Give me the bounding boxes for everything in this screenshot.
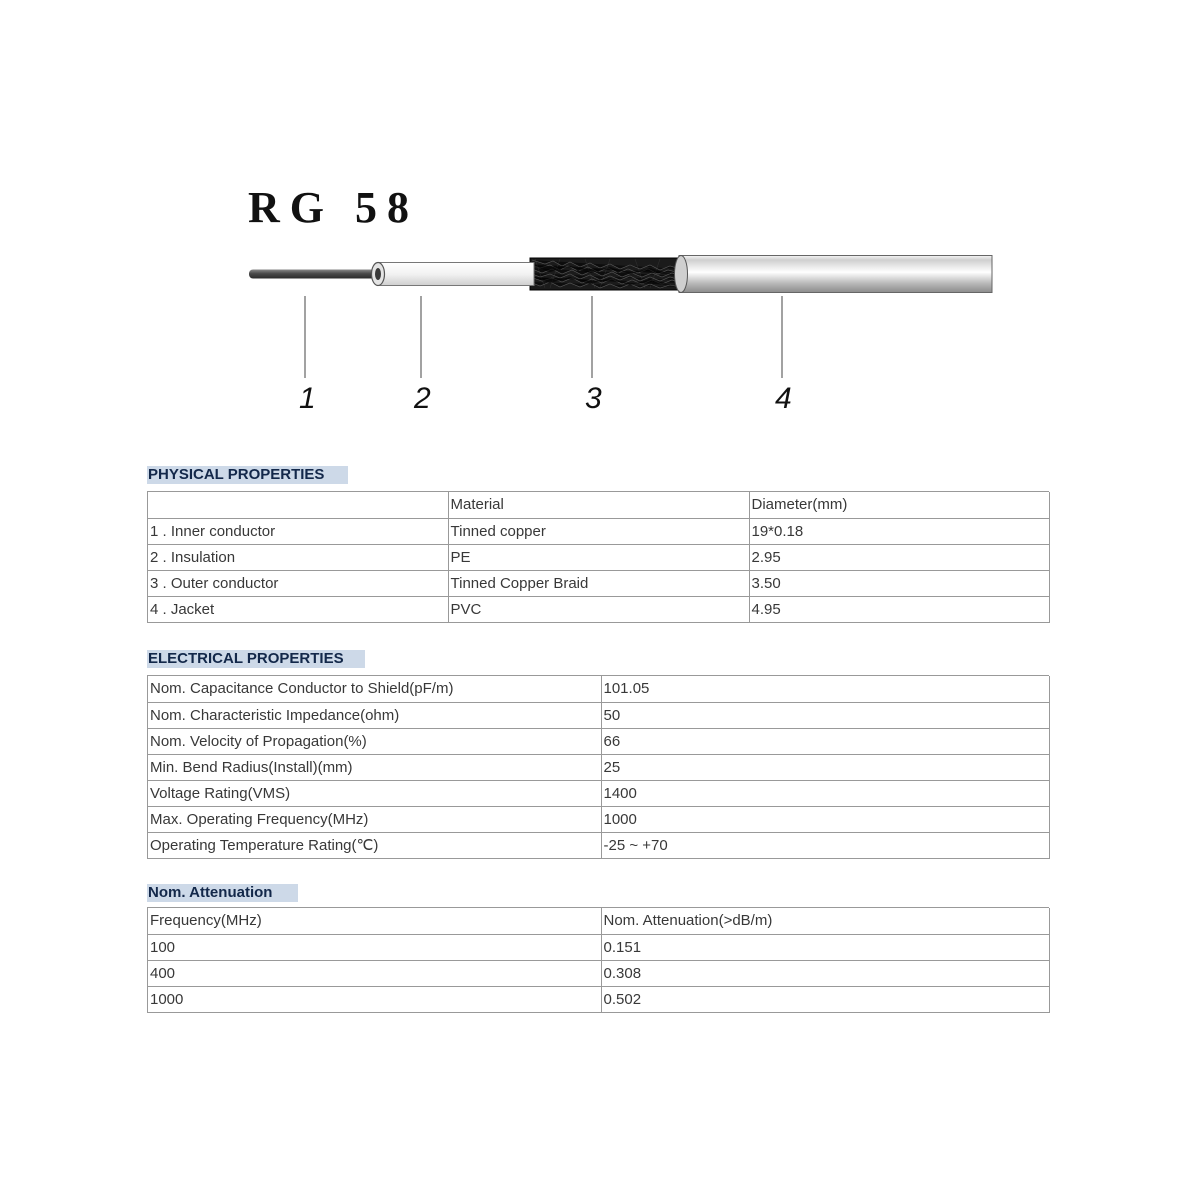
svg-text:4: 4: [775, 382, 792, 415]
svg-text:3: 3: [585, 382, 602, 415]
svg-text:2: 2: [413, 382, 431, 415]
svg-text:1: 1: [299, 382, 316, 415]
